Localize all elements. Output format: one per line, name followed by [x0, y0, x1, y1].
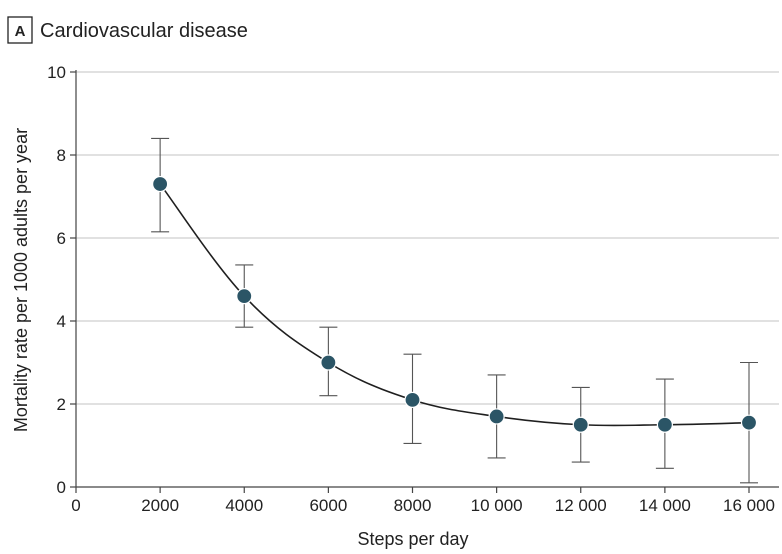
series-lines: [159, 183, 750, 427]
x-tick-label: 2000: [141, 496, 179, 515]
chart-title: Cardiovascular disease: [40, 20, 248, 42]
x-tick-label: 16 000: [723, 496, 775, 515]
x-tick-label: 0: [71, 496, 80, 515]
data-point: [404, 391, 421, 408]
x-tick-label: 4000: [225, 496, 263, 515]
x-tick-label: 8000: [394, 496, 432, 515]
y-tick-label: 8: [57, 146, 66, 165]
data-point: [236, 288, 253, 305]
y-tick-label: 4: [57, 312, 66, 331]
x-tick-label: 6000: [309, 496, 347, 515]
x-tick-label: 14 000: [639, 496, 691, 515]
y-tick-label: 10: [47, 63, 66, 82]
data-point: [656, 416, 673, 433]
panel-label-box: [7, 16, 33, 44]
tick-labels: 0 2 4 6 8 10 0 2000 4000 6000 8000 10 000 12 000 14 0…: [47, 63, 775, 515]
data-point: [152, 175, 169, 193]
series-line: [159, 183, 750, 427]
x-tick-label: 12 000: [555, 496, 607, 515]
data-point: [740, 414, 758, 431]
x-tick-label: 10 000: [471, 496, 523, 515]
data-points: [152, 175, 758, 433]
data-point: [320, 354, 337, 371]
data-point: [488, 408, 505, 425]
x-axis-label: Steps per day: [357, 529, 468, 549]
y-tick-label: 6: [57, 229, 66, 248]
chart-header: A Cardiovascular disease: [7, 16, 248, 44]
panel-label: A: [15, 23, 26, 40]
y-tick-label: 0: [57, 478, 66, 497]
y-tick-label: 2: [57, 395, 66, 414]
data-point: [572, 416, 589, 433]
grid-lines: [76, 71, 779, 405]
y-axis-label: Mortality rate per 1000 adults per year: [11, 128, 31, 432]
axes: [70, 70, 779, 493]
